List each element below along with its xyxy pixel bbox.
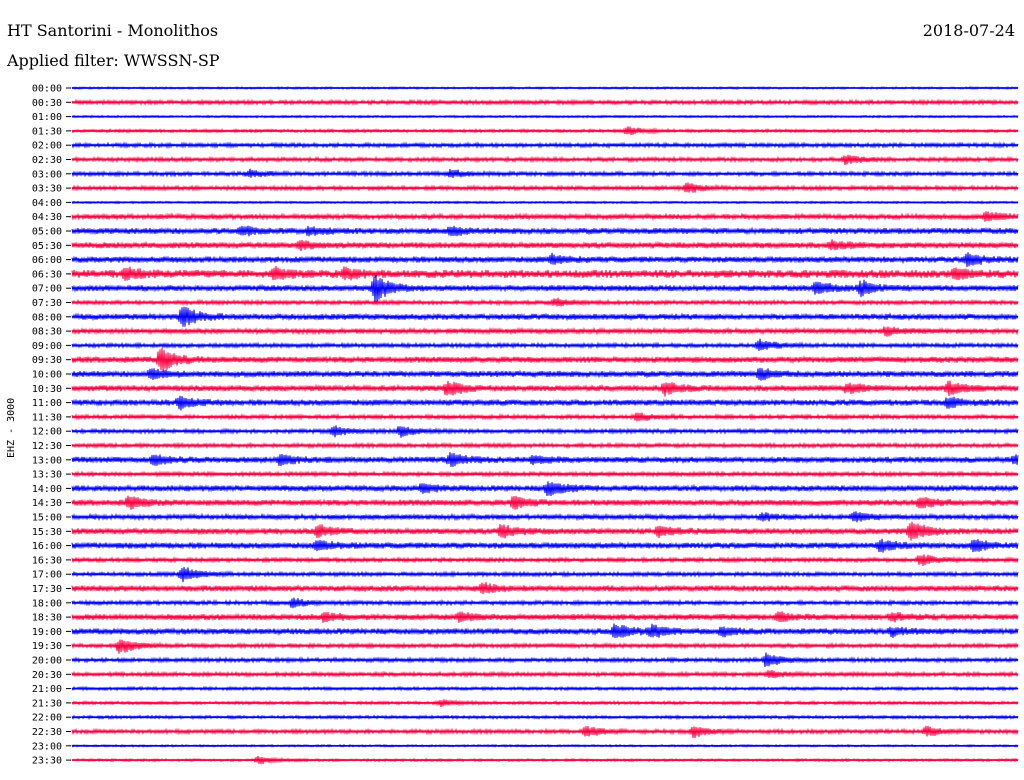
time-tick-label: 18:00 xyxy=(32,598,62,609)
time-tick-label: 02:30 xyxy=(32,155,62,166)
time-tick-label: 19:30 xyxy=(32,641,62,652)
time-tick-label: 16:30 xyxy=(32,555,62,566)
time-tick-label: 13:30 xyxy=(32,470,62,481)
time-tick-label: 20:30 xyxy=(32,670,62,681)
time-tick-label: 08:30 xyxy=(32,327,62,338)
time-tick-label: 22:30 xyxy=(32,727,62,738)
time-tick-label: 00:30 xyxy=(32,98,62,109)
time-tick-label: 09:00 xyxy=(32,341,62,352)
time-tick-label: 01:00 xyxy=(32,112,62,123)
time-tick-label: 04:00 xyxy=(32,198,62,209)
time-tick-label: 07:30 xyxy=(32,298,62,309)
time-tick-label: 21:00 xyxy=(32,684,62,695)
time-tick-label: 12:30 xyxy=(32,441,62,452)
time-tick-label: 03:30 xyxy=(32,184,62,195)
trace-line xyxy=(71,395,1019,411)
time-tick-label: 23:00 xyxy=(32,741,62,752)
time-tick-label: 22:00 xyxy=(32,713,62,724)
time-tick-label: 00:00 xyxy=(32,84,62,95)
time-tick-label: 10:30 xyxy=(32,384,62,395)
time-tick-label: 16:00 xyxy=(32,541,62,552)
time-tick-label: 10:00 xyxy=(32,370,62,381)
time-tick-label: 06:00 xyxy=(32,255,62,266)
trace-line xyxy=(71,639,1019,654)
plot-date: 2018-07-24 xyxy=(922,21,1015,40)
time-tick-label: 09:30 xyxy=(32,355,62,366)
time-tick-label: 15:00 xyxy=(32,513,62,524)
time-tick-label: 05:30 xyxy=(32,241,62,252)
time-tick-label: 17:30 xyxy=(32,584,62,595)
filter-label: Applied filter: WWSSN-SP xyxy=(7,51,220,70)
time-tick-label: 08:00 xyxy=(32,312,62,323)
time-tick-label: 21:30 xyxy=(32,698,62,709)
time-tick-label: 03:00 xyxy=(32,169,62,180)
time-tick-label: 07:00 xyxy=(32,284,62,295)
time-tick-label: 12:00 xyxy=(32,427,62,438)
time-tick-label: 15:30 xyxy=(32,527,62,538)
time-tick-label: 18:30 xyxy=(32,613,62,624)
trace-line xyxy=(71,252,1019,268)
time-tick-label: 17:00 xyxy=(32,570,62,581)
time-tick-label: 11:30 xyxy=(32,412,62,423)
time-tick-label: 04:30 xyxy=(32,212,62,223)
time-tick-label: 19:00 xyxy=(32,627,62,638)
time-tick-label: 01:30 xyxy=(32,126,62,137)
time-tick-label: 06:30 xyxy=(32,269,62,280)
time-tick-label: 11:00 xyxy=(32,398,62,409)
time-tick-label: 14:00 xyxy=(32,484,62,495)
time-tick-label: 23:30 xyxy=(32,756,62,767)
plot-title: HT Santorini - Monolithos xyxy=(7,21,219,40)
trace-line xyxy=(71,275,1019,304)
time-tick-label: 13:00 xyxy=(32,455,62,466)
time-tick-label: 20:00 xyxy=(32,656,62,667)
time-tick-label: 14:30 xyxy=(32,498,62,509)
time-tick-label: 02:00 xyxy=(32,141,62,152)
time-tick-label: 05:00 xyxy=(32,227,62,238)
trace-line xyxy=(71,495,1019,510)
